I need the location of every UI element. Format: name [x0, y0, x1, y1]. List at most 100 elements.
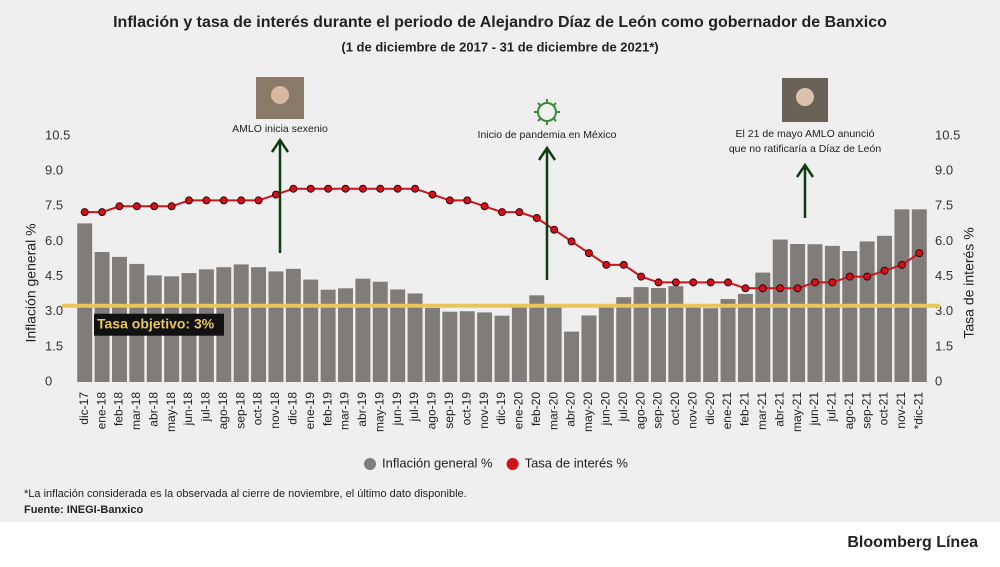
x-tick-label: oct-20 — [668, 392, 682, 426]
bar — [268, 271, 284, 382]
line-point — [515, 208, 524, 217]
target-label: Tasa objetivo: 3% — [97, 315, 215, 331]
line-point — [445, 196, 454, 205]
y-tick-label: 9.0 — [45, 163, 63, 178]
target-label-bg — [94, 313, 224, 336]
y2-tick-label: 1.5 — [935, 338, 953, 353]
bar — [685, 303, 701, 382]
x-tick-label: oct-19 — [459, 392, 473, 426]
line-point — [202, 196, 211, 205]
line-point — [915, 249, 924, 258]
x-tick-label: may-20 — [581, 392, 595, 432]
bar — [477, 312, 493, 382]
x-tick-label: mar-20 — [546, 392, 560, 430]
annotation: que no ratificaría a Díaz de León — [729, 143, 882, 155]
y-tick-label: 1.5 — [45, 338, 63, 353]
x-tick-label: sep-18 — [233, 392, 247, 429]
line-point — [654, 278, 663, 287]
line-point — [897, 260, 906, 269]
y2-tick-label: 9.0 — [935, 163, 953, 178]
x-tick-label: ago-21 — [842, 392, 856, 430]
annotation: El 21 de mayo AMLO anunció — [736, 128, 875, 140]
x-tick-label: ene-18 — [94, 392, 108, 430]
legend-marker — [364, 458, 376, 470]
bar — [372, 281, 388, 382]
footnote: *La inflación considerada es la observad… — [24, 488, 467, 500]
line-point — [689, 278, 698, 287]
line-point — [376, 184, 385, 193]
bar — [233, 264, 249, 382]
bar — [303, 279, 319, 382]
bar — [338, 288, 353, 382]
y2-tick-label: 4.5 — [935, 268, 953, 283]
y2-axis-title: Tasa de interés % — [961, 227, 977, 338]
line-point — [254, 196, 263, 205]
x-tick-label: feb-19 — [320, 392, 334, 426]
bar — [842, 251, 858, 382]
bar — [772, 239, 788, 382]
x-tick-label: ago-19 — [425, 392, 439, 430]
line-point — [358, 184, 367, 193]
bar — [824, 245, 840, 382]
bar — [598, 303, 614, 382]
annotation-arrowhead — [537, 145, 557, 161]
x-tick-label: mar-18 — [129, 392, 143, 430]
x-tick-label: jun-20 — [598, 392, 612, 427]
bar — [668, 286, 684, 382]
x-tick-label: nov-20 — [685, 392, 699, 429]
x-tick-label: jul-18 — [199, 392, 213, 423]
bar — [529, 295, 545, 382]
line-point — [98, 208, 107, 217]
legend-label: Tasa de interés % — [525, 455, 629, 470]
bar — [651, 288, 666, 382]
annotation: Inicio de pandemia en México — [478, 129, 617, 141]
x-tick-label: ago-18 — [216, 392, 230, 430]
line-point — [724, 278, 733, 287]
line-point — [793, 284, 802, 293]
line-point — [567, 237, 576, 246]
x-tick-label: jul-19 — [407, 392, 421, 423]
line-point — [671, 278, 680, 287]
x-tick-label: jun-18 — [181, 392, 195, 427]
line-point — [880, 266, 889, 275]
x-tick-label: nov-19 — [477, 392, 491, 429]
x-tick-label: abr-20 — [564, 392, 578, 427]
x-tick-label: *dic-21 — [911, 392, 925, 430]
bar — [755, 272, 771, 382]
bar — [459, 311, 475, 382]
bar — [790, 244, 806, 382]
y-axis-title: Inflación general % — [23, 223, 39, 342]
x-tick-label: ene-20 — [512, 392, 526, 430]
line-point — [324, 184, 333, 193]
bar — [285, 268, 301, 382]
line-point — [550, 225, 559, 234]
x-tick-label: dic-20 — [703, 392, 717, 425]
line-point — [115, 202, 124, 211]
x-tick-label: abr-18 — [146, 392, 160, 427]
y2-tick-label: 0 — [935, 373, 942, 388]
x-tick-label: may-18 — [164, 392, 178, 432]
x-tick-label: sep-21 — [859, 392, 873, 429]
x-tick-label: abr-19 — [355, 392, 369, 427]
bar — [320, 289, 336, 382]
bar — [424, 307, 440, 382]
x-tick-label: jun-19 — [390, 392, 404, 427]
bar — [407, 293, 423, 382]
line-point — [341, 184, 350, 193]
y-tick-label: 3.0 — [45, 303, 63, 318]
line-point — [532, 214, 541, 222]
line-point — [271, 190, 280, 199]
x-tick-label: oct-21 — [877, 392, 891, 426]
x-tick-label: mar-21 — [755, 392, 769, 430]
bar — [807, 244, 823, 382]
x-tick-label: dic-19 — [494, 392, 508, 425]
bar — [737, 293, 753, 382]
y-tick-label: 10.5 — [45, 127, 70, 142]
line-point — [828, 278, 837, 287]
y-tick-label: 4.5 — [45, 268, 63, 283]
line-point — [498, 208, 506, 217]
y-tick-label: 7.5 — [45, 198, 63, 213]
bar — [511, 306, 527, 382]
line-point — [237, 196, 246, 205]
x-tick-label: nov-21 — [894, 392, 908, 429]
